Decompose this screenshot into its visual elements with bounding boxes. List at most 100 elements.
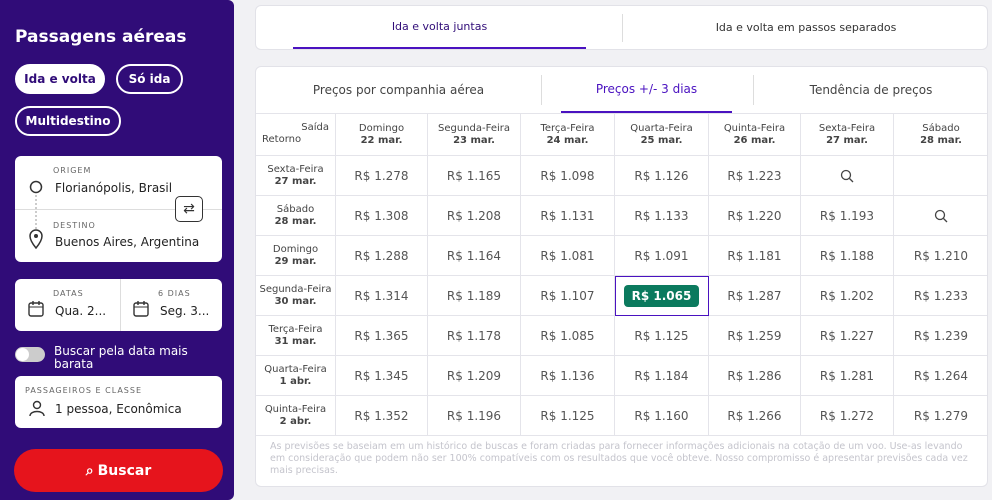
price-cell[interactable]: R$ 1.345: [336, 356, 428, 396]
dates-box[interactable]: DATAS Qua. 2... 6 DIAS Seg. 3...: [15, 279, 222, 331]
price-cell[interactable]: [894, 156, 987, 196]
price-cell[interactable]: R$ 1.085: [521, 316, 615, 356]
price: R$ 1.107: [540, 288, 595, 303]
price-cell[interactable]: R$ 1.208: [428, 196, 521, 236]
tab[interactable]: Ida e volta em passos separados: [623, 6, 989, 49]
tab[interactable]: Preços por companhia aérea: [256, 67, 541, 113]
calendar-icon: [28, 301, 44, 317]
trip-type[interactable]: Ida e volta: [15, 64, 105, 94]
price-cell[interactable]: R$ 1.266: [709, 396, 801, 436]
price-cell[interactable]: R$ 1.091: [615, 236, 709, 276]
price-cell[interactable]: R$ 1.081: [521, 236, 615, 276]
column-header: Quinta-Feira 26 mar.: [709, 114, 801, 156]
price-cell[interactable]: R$ 1.264: [894, 356, 987, 396]
price-cell[interactable]: R$ 1.202: [801, 276, 894, 316]
price-cell[interactable]: R$ 1.196: [428, 396, 521, 436]
passengers-box[interactable]: PASSAGEIROS E CLASSE 1 pessoa, Econômica: [15, 376, 222, 428]
row-date: 27 mar.: [274, 175, 317, 187]
price-cell[interactable]: R$ 1.210: [894, 236, 987, 276]
price-cell[interactable]: [801, 156, 894, 196]
column-header: Domingo 22 mar.: [336, 114, 428, 156]
column-axis-label: Saída: [301, 122, 329, 133]
duration-value: Seg. 3...: [160, 304, 210, 318]
price-cell[interactable]: R$ 1.164: [428, 236, 521, 276]
price: R$ 1.164: [446, 248, 502, 263]
price-cell[interactable]: R$ 1.131: [521, 196, 615, 236]
trip-type[interactable]: Só ida: [116, 64, 183, 94]
row-header: Segunda-Feira 30 mar.: [256, 276, 336, 316]
origin-label: ORIGEM: [53, 166, 92, 175]
price-cell[interactable]: [894, 196, 987, 236]
tab[interactable]: Tendência de preços: [753, 67, 987, 113]
row-header: Quarta-Feira 1 abr.: [256, 356, 336, 396]
price-cell[interactable]: R$ 1.239: [894, 316, 987, 356]
price-cell[interactable]: R$ 1.133: [615, 196, 709, 236]
price-cell[interactable]: R$ 1.209: [428, 356, 521, 396]
price-cell[interactable]: R$ 1.160: [615, 396, 709, 436]
search-button[interactable]: ⌕ Buscar: [14, 449, 223, 492]
price-cell[interactable]: R$ 1.233: [894, 276, 987, 316]
price-cell[interactable]: R$ 1.165: [428, 156, 521, 196]
price: R$ 1.308: [354, 208, 409, 223]
price-cell[interactable]: R$ 1.220: [709, 196, 801, 236]
price: R$ 1.209: [446, 368, 502, 383]
swap-button[interactable]: ⇄: [175, 196, 203, 222]
price-cell[interactable]: R$ 1.189: [428, 276, 521, 316]
row-day: Domingo: [272, 243, 319, 255]
price-cell[interactable]: R$ 1.352: [336, 396, 428, 436]
price: R$ 1.091: [634, 248, 689, 263]
price: R$ 1.131: [540, 208, 595, 223]
price: R$ 1.279: [913, 408, 969, 423]
price-cell[interactable]: R$ 1.286: [709, 356, 801, 396]
passengers-label: PASSAGEIROS E CLASSE: [25, 386, 143, 395]
price: R$ 1.081: [540, 248, 595, 263]
tab[interactable]: Ida e volta juntas: [293, 6, 586, 49]
trip-type[interactable]: Multidestino: [15, 106, 121, 136]
price-cell[interactable]: R$ 1.227: [801, 316, 894, 356]
price-cell[interactable]: R$ 1.272: [801, 396, 894, 436]
price-cell[interactable]: R$ 1.178: [428, 316, 521, 356]
toggle[interactable]: [15, 347, 45, 362]
price-cell[interactable]: R$ 1.125: [521, 396, 615, 436]
price-cell[interactable]: R$ 1.288: [336, 236, 428, 276]
price-cell[interactable]: R$ 1.188: [801, 236, 894, 276]
price-cell[interactable]: R$ 1.181: [709, 236, 801, 276]
price-cell[interactable]: R$ 1.223: [709, 156, 801, 196]
price: R$ 1.227: [819, 328, 875, 343]
price: R$ 1.133: [634, 208, 689, 223]
price: R$ 1.160: [634, 408, 689, 423]
price-cell[interactable]: R$ 1.314: [336, 276, 428, 316]
price-cell[interactable]: R$ 1.193: [801, 196, 894, 236]
price: R$ 1.272: [819, 408, 875, 423]
price: R$ 1.184: [634, 368, 689, 383]
duration-label: 6 DIAS: [158, 289, 191, 298]
price: R$ 1.188: [819, 248, 875, 263]
column-day: Terça-Feira: [540, 122, 595, 134]
price: R$ 1.210: [913, 248, 969, 263]
price-cell[interactable]: R$ 1.259: [709, 316, 801, 356]
column-date: 25 mar.: [640, 134, 683, 146]
price-cell[interactable]: R$ 1.098: [521, 156, 615, 196]
sidebar: Passagens aéreas Ida e volta Só ida Mult…: [0, 0, 234, 500]
route-box[interactable]: ORIGEM Florianópolis, Brasil ⇄ DESTINO B…: [15, 156, 222, 262]
price-cell[interactable]: R$ 1.281: [801, 356, 894, 396]
price-cell[interactable]: R$ 1.125: [615, 316, 709, 356]
price-cell[interactable]: R$ 1.184: [615, 356, 709, 396]
price-cell[interactable]: R$ 1.065: [615, 276, 709, 316]
dates-value: Qua. 2...: [55, 304, 107, 318]
row-day: Sexta-Feira: [267, 163, 324, 175]
price-cell[interactable]: R$ 1.287: [709, 276, 801, 316]
price-cell[interactable]: R$ 1.126: [615, 156, 709, 196]
price-cell[interactable]: R$ 1.279: [894, 396, 987, 436]
price-cell[interactable]: R$ 1.278: [336, 156, 428, 196]
price: R$ 1.208: [446, 208, 502, 223]
price-cell[interactable]: R$ 1.136: [521, 356, 615, 396]
price-cell[interactable]: R$ 1.365: [336, 316, 428, 356]
column-day: Sexta-Feira: [818, 122, 876, 134]
price-cell[interactable]: R$ 1.107: [521, 276, 615, 316]
price: R$ 1.178: [446, 328, 502, 343]
price-cell[interactable]: R$ 1.308: [336, 196, 428, 236]
row-axis-label: Retorno: [262, 134, 302, 145]
tab[interactable]: Preços +/- 3 dias: [561, 67, 732, 113]
column-header: Terça-Feira 24 mar.: [521, 114, 615, 156]
